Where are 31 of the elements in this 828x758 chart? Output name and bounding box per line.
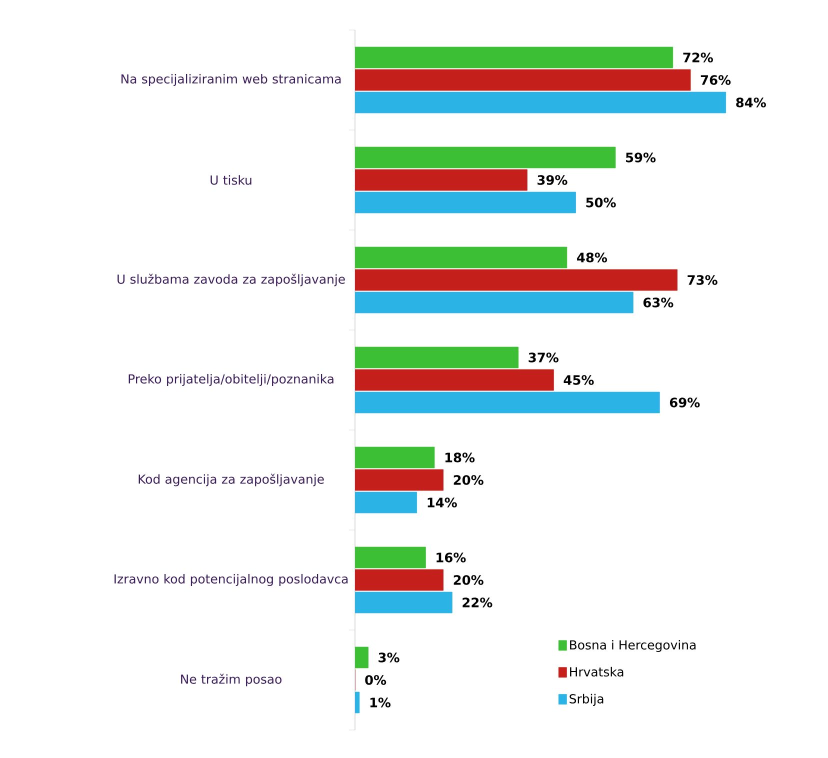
y-tick-label: U tisku <box>210 175 252 185</box>
data-label: 84% <box>736 98 766 108</box>
data-label: 37% <box>528 352 558 362</box>
data-label: 45% <box>564 375 594 385</box>
data-label: 39% <box>538 175 568 185</box>
data-label: 14% <box>428 498 457 508</box>
data-label: 59% <box>626 152 656 162</box>
y-tick-label: U službama zavoda za zapošljavanje <box>118 274 345 286</box>
data-label: 22% <box>462 598 492 608</box>
y-tick-label: Kod agencija za zapošljavanje <box>138 474 324 486</box>
y-tick-label: Na specijaliziranim web stranicama <box>121 74 341 86</box>
data-label: 50% <box>586 198 616 208</box>
data-label: 72% <box>683 52 713 62</box>
legend-label: Bosna i Hercegovina <box>570 640 696 652</box>
legend-label: Srbija <box>570 694 604 706</box>
data-label: 20% <box>454 475 484 485</box>
data-label: 20% <box>454 575 484 585</box>
y-tick-label: Ne tražim posao <box>181 674 282 686</box>
data-label: 1% <box>370 698 391 708</box>
legend-label: Hrvatska <box>570 666 624 677</box>
data-label: 16% <box>436 552 466 562</box>
data-label: 3% <box>378 652 400 662</box>
data-label: 69% <box>670 398 700 408</box>
y-tick-label: Preko prijatelja/obitelji/poznanika <box>128 374 334 386</box>
data-label: 63% <box>643 298 674 308</box>
data-label: 76% <box>700 75 731 85</box>
y-tick-label: Izravno kod potencijalnog poslodavca <box>114 574 348 586</box>
data-label: 73% <box>688 275 718 285</box>
data-label: 48% <box>577 252 608 262</box>
data-label: 0% <box>365 675 386 685</box>
data-label: 18% <box>445 452 475 462</box>
